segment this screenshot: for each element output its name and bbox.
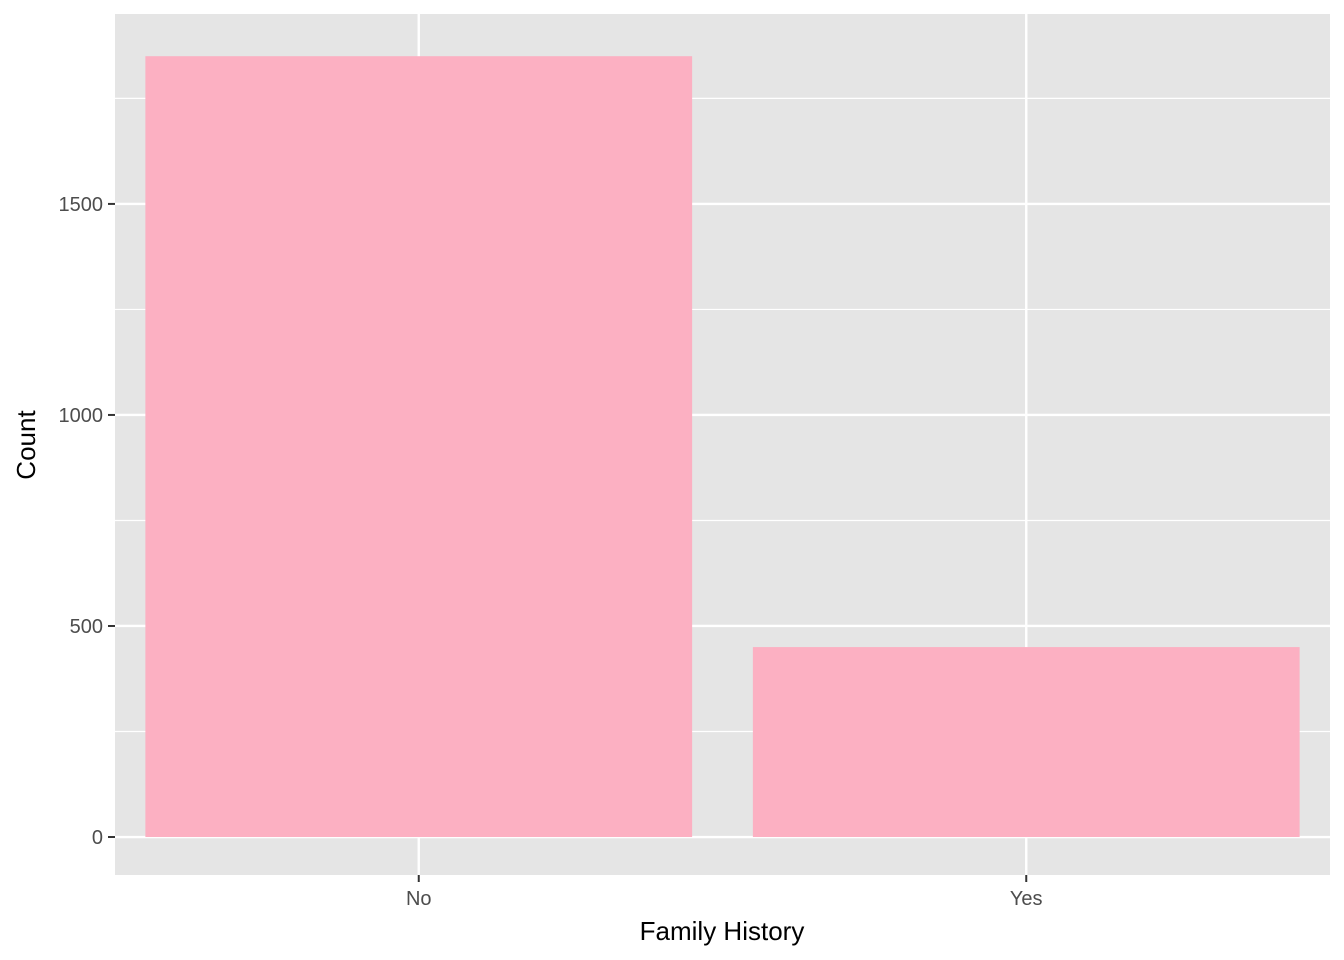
y-axis-title: Count: [11, 410, 41, 480]
x-tick-label: Yes: [1010, 888, 1043, 910]
y-tick-label: 1500: [59, 194, 104, 216]
bar-no: [145, 56, 693, 838]
x-tick-label: No: [406, 888, 432, 910]
y-tick-label: 1000: [59, 405, 104, 427]
bar-yes: [752, 647, 1300, 838]
y-tick-label: 0: [92, 827, 103, 849]
axis-ticks: 0 500 1000 1500 No Yes: [59, 194, 1043, 910]
y-tick-label: 500: [70, 616, 103, 638]
bars: [145, 56, 1300, 838]
x-axis-title: Family History: [640, 916, 805, 946]
